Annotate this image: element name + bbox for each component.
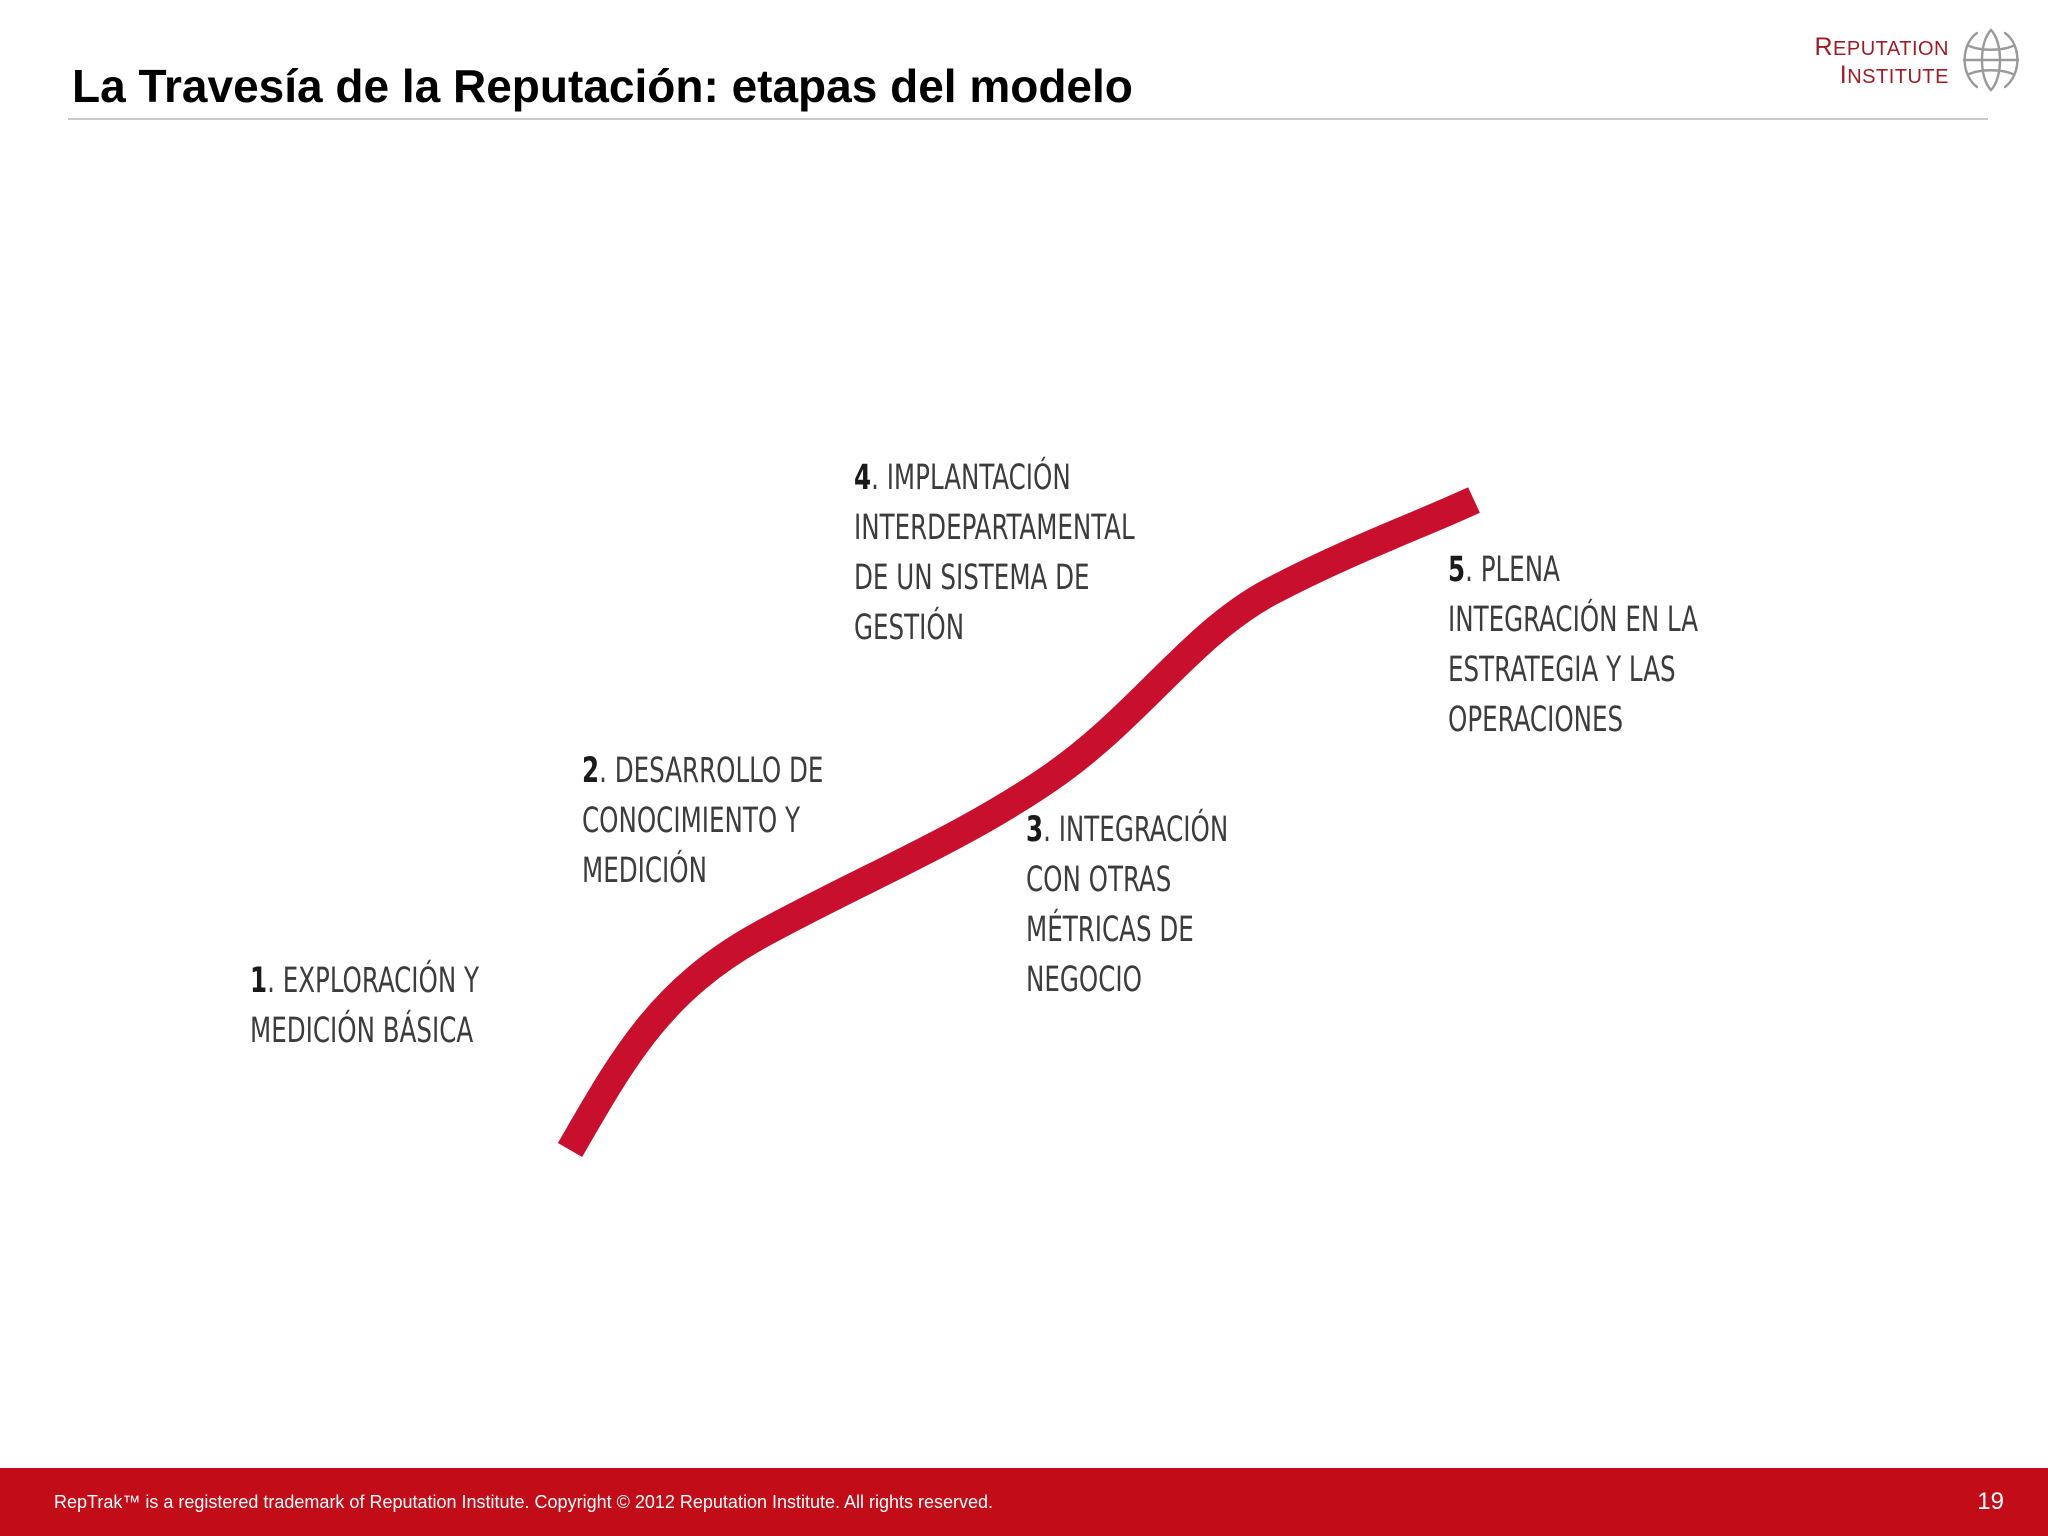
- stage-label-line: MÉTRICAS DE: [1026, 910, 1194, 950]
- stage-2-label: 2. DESARROLLO DE CONOCIMIENTO Y MEDICIÓN: [582, 746, 823, 896]
- stage-number: 4: [854, 458, 872, 498]
- stage-number: 1: [250, 961, 268, 1001]
- stage-number: 3: [1026, 810, 1044, 850]
- logo-line-1: Reputation: [1814, 33, 1949, 61]
- stage-label-line: 5. PLENA: [1448, 545, 1698, 595]
- stage-label-line: 4. IMPLANTACIÓN: [854, 453, 1135, 503]
- stage-label-line: INTERDEPARTAMENTAL: [854, 508, 1135, 548]
- stage-3-label: 3. INTEGRACIÓN CON OTRAS MÉTRICAS DE NEGOCI…: [1026, 805, 1228, 1005]
- stage-label-line: CONOCIMIENTO Y: [582, 801, 801, 841]
- page-number: 19: [1977, 1488, 2004, 1515]
- stage-label-line: CON OTRAS: [1026, 860, 1172, 900]
- title-divider: [68, 118, 1988, 120]
- logo-wordmark: Reputation Institute: [1811, 34, 1949, 90]
- globe-icon: [1962, 28, 2020, 92]
- stage-label-line: 3. INTEGRACIÓN: [1026, 805, 1228, 855]
- stage-5-label: 5. PLENA INTEGRACIÓN EN LA ESTRATEGIA Y LA…: [1448, 545, 1698, 745]
- footer-bar: RepTrak™ is a registered trademark of Re…: [0, 1468, 2048, 1536]
- stage-label-line: 2. DESARROLLO DE: [582, 746, 823, 796]
- slide-title: La Travesía de la Reputación: etapas del…: [72, 60, 1133, 112]
- stage-label-line: MEDICIÓN BÁSICA: [250, 1011, 474, 1051]
- stage-number: 2: [582, 751, 600, 791]
- stage-label-line: GESTIÓN: [854, 608, 965, 648]
- stage-title-text: . IMPLANTACIÓN: [871, 458, 1071, 498]
- stage-label-line: ESTRATEGIA Y LAS: [1448, 650, 1676, 690]
- stage-title-text: . EXPLORACIÓN Y: [267, 961, 480, 1001]
- stage-4-label: 4. IMPLANTACIÓN INTERDEPARTAMENTAL DE UN S…: [854, 453, 1135, 653]
- stage-label-line: NEGOCIO: [1026, 960, 1142, 1000]
- stage-label-line: MEDICIÓN: [582, 851, 707, 891]
- stage-label-line: 1. EXPLORACIÓN Y: [250, 956, 479, 1006]
- stage-title-text: . PLENA: [1465, 550, 1560, 590]
- stage-title-text: . INTEGRACIÓN: [1043, 810, 1229, 850]
- stage-label-line: DE UN SISTEMA DE: [854, 558, 1090, 598]
- logo-line-2: Institute: [1839, 61, 1949, 89]
- stage-1-label: 1. EXPLORACIÓN Y MEDICIÓN BÁSICA: [250, 956, 479, 1056]
- reputation-institute-logo: Reputation Institute: [1805, 22, 2030, 96]
- copyright-notice: RepTrak™ is a registered trademark of Re…: [54, 1492, 994, 1512]
- stage-label-line: OPERACIONES: [1448, 700, 1624, 740]
- journey-curve: [557, 487, 1480, 1158]
- stage-number: 5: [1448, 550, 1466, 590]
- stage-label-line: INTEGRACIÓN EN LA: [1448, 600, 1699, 640]
- stage-title-text: . DESARROLLO DE: [599, 751, 824, 791]
